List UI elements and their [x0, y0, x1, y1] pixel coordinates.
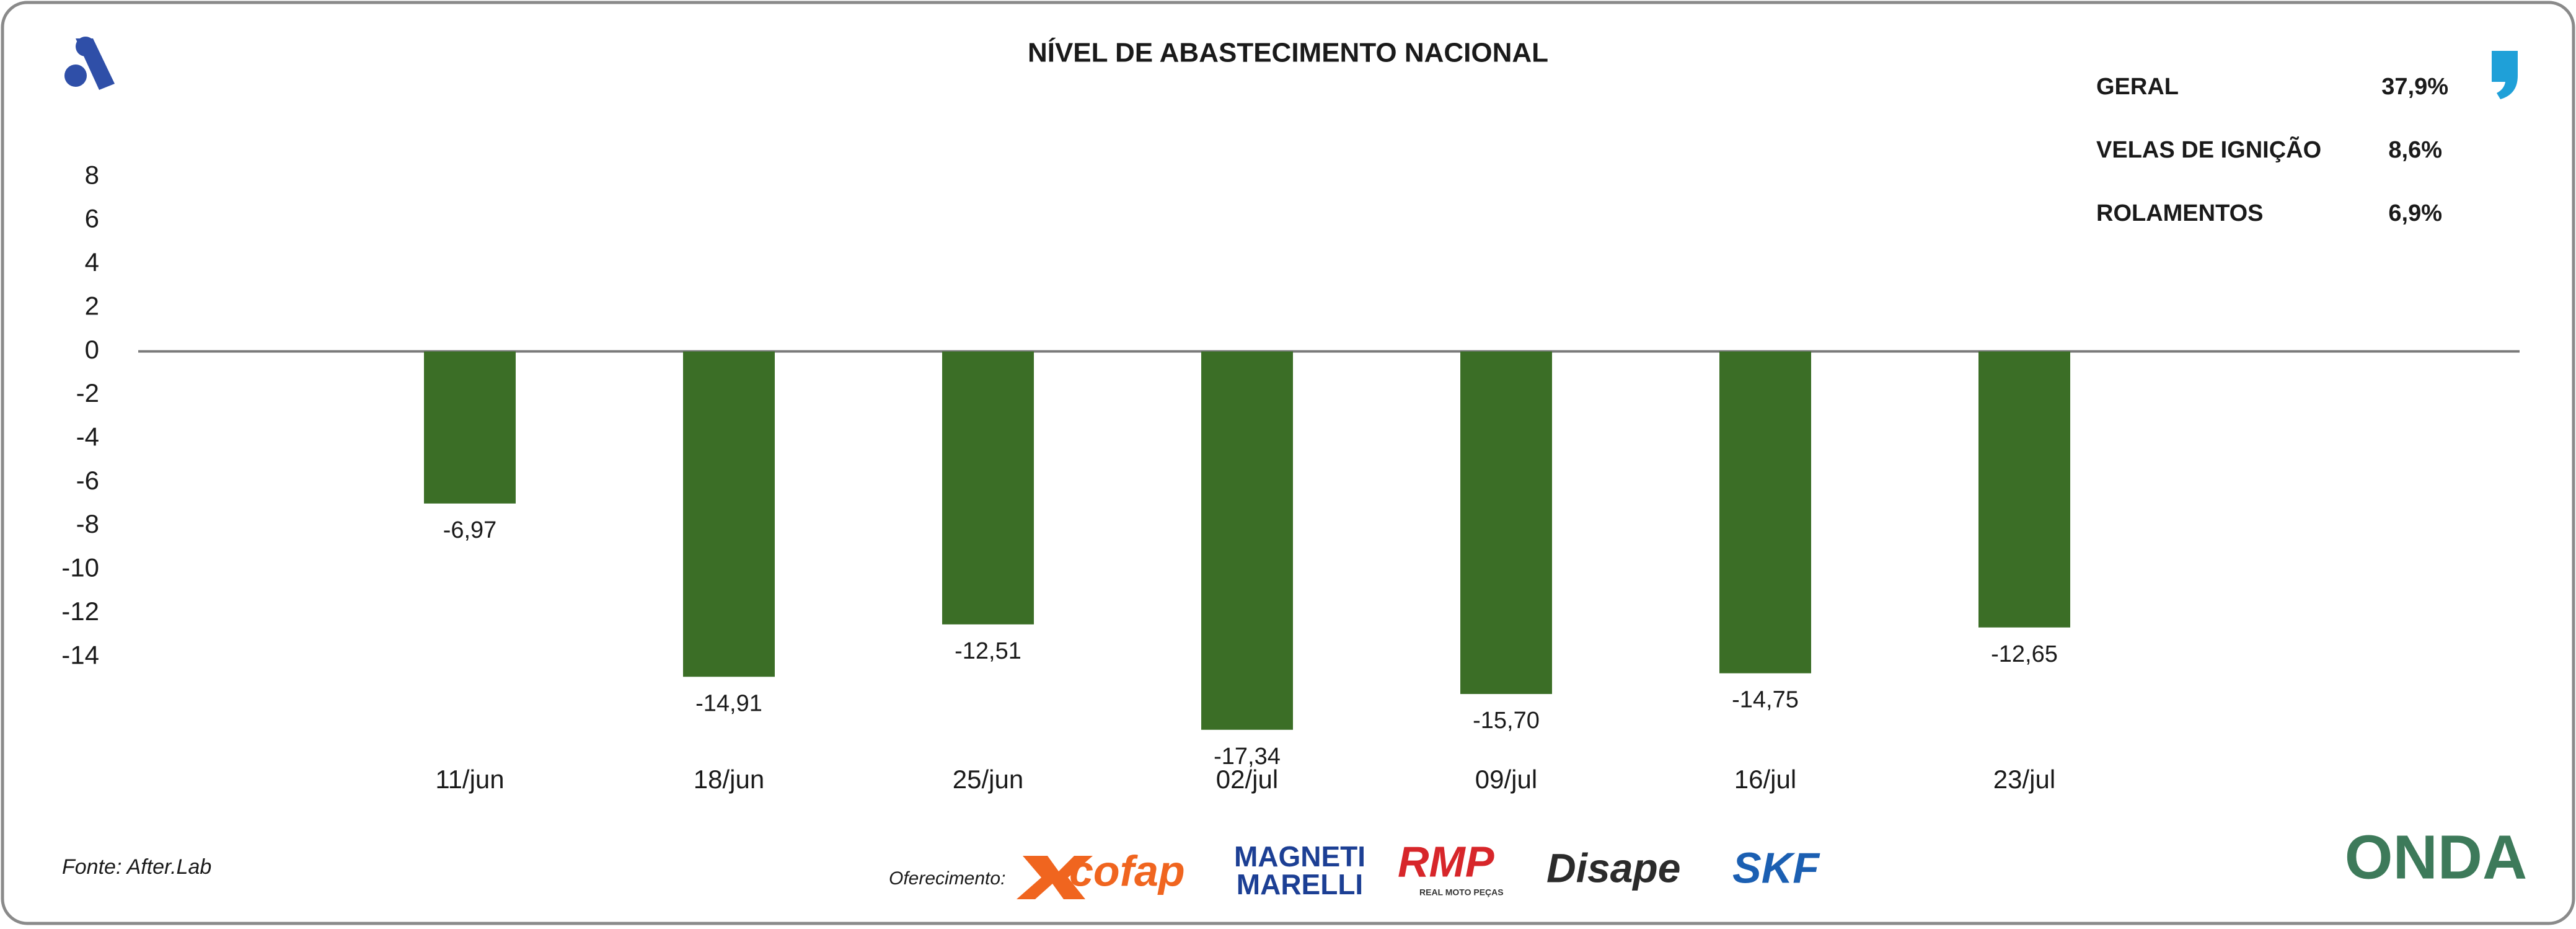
- summary-value: 8,6%: [2388, 137, 2442, 163]
- sponsor-logo: MARELLI: [1237, 868, 1363, 900]
- y-tick-label: 8: [85, 160, 99, 189]
- bar: [683, 351, 775, 677]
- summary-label: ROLAMENTOS: [2096, 200, 2264, 226]
- value-label: -12,65: [1991, 641, 2058, 667]
- x-tick-label: 11/jun: [435, 765, 504, 794]
- bar: [424, 351, 516, 504]
- sponsor-logo: SKF: [1732, 843, 1820, 892]
- y-tick-label: -8: [76, 509, 99, 538]
- y-tick-label: -4: [76, 422, 99, 451]
- y-tick-label: -14: [61, 640, 99, 669]
- sponsor-label: Oferecimento:: [889, 868, 1005, 889]
- value-label: -14,91: [695, 690, 762, 716]
- x-tick-label: 25/jun: [953, 765, 1023, 794]
- x-tick-label: 23/jul: [1993, 765, 2055, 794]
- summary-label: VELAS DE IGNIÇÃO: [2096, 136, 2321, 163]
- y-tick-label: -10: [61, 553, 99, 582]
- x-tick-label: 09/jul: [1475, 765, 1537, 794]
- sponsor-logo: RMP: [1398, 837, 1494, 886]
- value-label: -17,34: [1214, 744, 1281, 770]
- sponsor-logo: MAGNETI: [1234, 840, 1365, 873]
- y-tick-label: -12: [61, 597, 99, 626]
- summary-value: 6,9%: [2388, 200, 2442, 226]
- bar: [1719, 351, 1811, 673]
- cofap-mark: [1017, 856, 1093, 899]
- value-label: -14,75: [1732, 687, 1799, 713]
- value-label: -6,97: [443, 517, 497, 543]
- y-tick-label: -2: [76, 378, 99, 407]
- source: Fonte: After.Lab: [62, 855, 211, 879]
- brand-logo: ONDA: [2345, 822, 2527, 892]
- summary-value: 37,9%: [2381, 74, 2448, 100]
- y-tick-label: 6: [85, 204, 99, 233]
- sponsor-logo: Disape: [1546, 845, 1680, 891]
- y-tick-label: 0: [85, 335, 99, 364]
- logo-a: [64, 37, 115, 90]
- bar: [1460, 351, 1552, 695]
- bar: [942, 351, 1034, 625]
- sponsor-logo: cofap: [1069, 847, 1185, 895]
- bar: [1201, 351, 1293, 730]
- x-tick-label: 18/jun: [694, 765, 764, 794]
- chart-title: NÍVEL DE ABASTECIMENTO NACIONAL: [1028, 37, 1548, 68]
- value-label: -12,51: [955, 638, 1021, 664]
- y-tick-label: 2: [85, 291, 99, 320]
- bar: [1978, 351, 2070, 628]
- sponsor-logo-sub: REAL MOTO PEÇAS: [1419, 887, 1504, 897]
- x-tick-label: 16/jul: [1734, 765, 1796, 794]
- x-tick-label: 02/jul: [1216, 765, 1278, 794]
- comma-icon: [2492, 51, 2518, 99]
- y-tick-label: 4: [85, 247, 99, 277]
- value-label: -15,70: [1473, 708, 1540, 734]
- y-tick-label: -6: [76, 466, 99, 495]
- summary-label: GERAL: [2096, 74, 2179, 100]
